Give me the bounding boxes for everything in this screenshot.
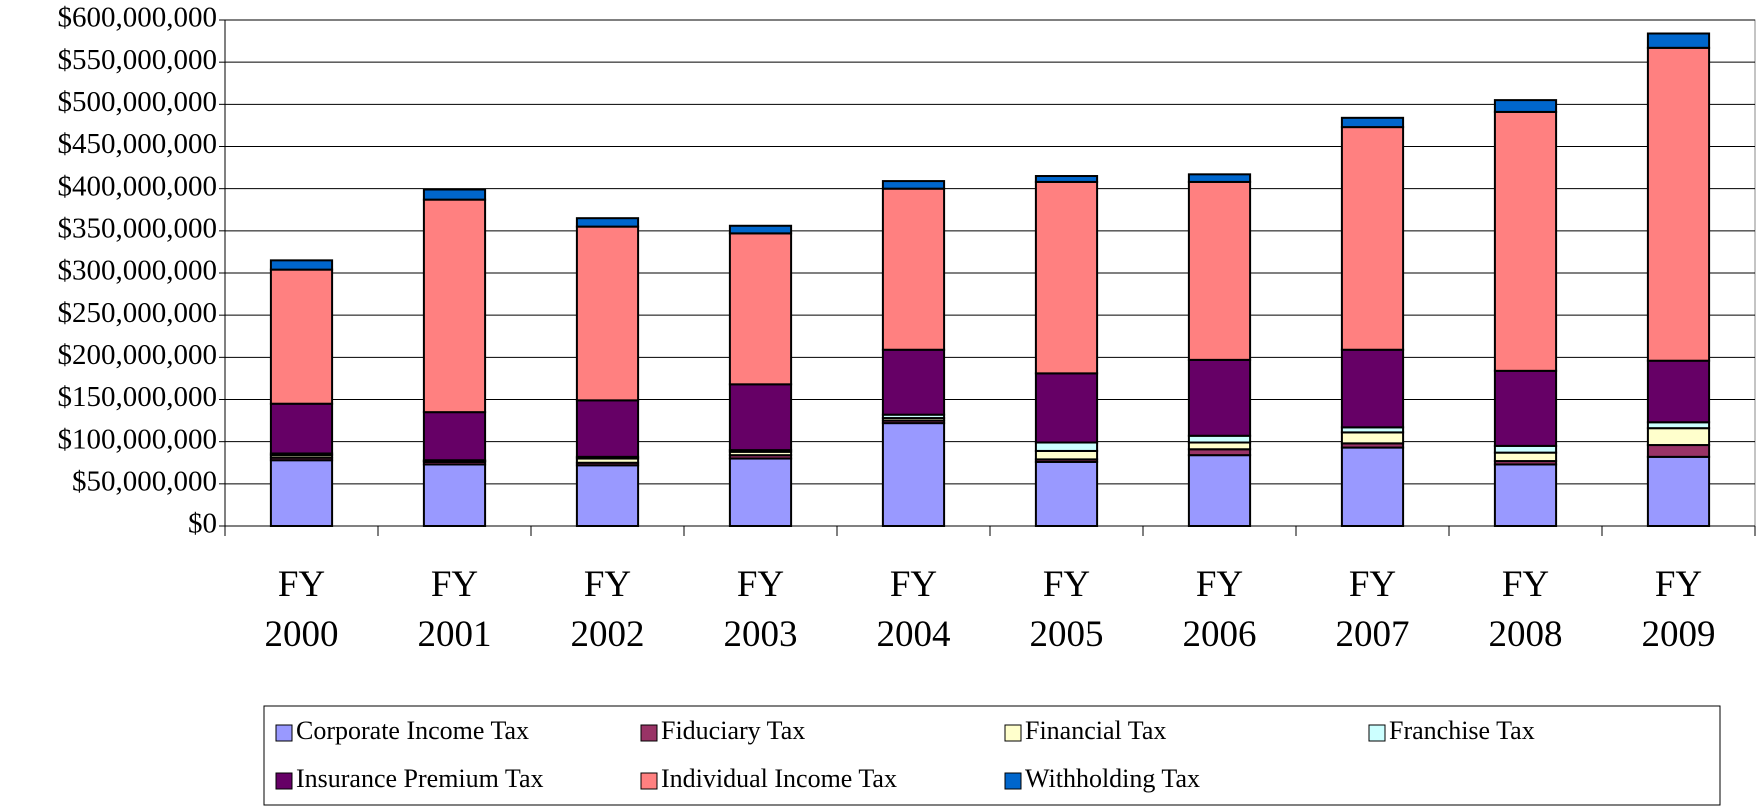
y-tick-label: $300,000,000 bbox=[58, 255, 218, 287]
bar-segment bbox=[1646, 427, 1711, 447]
bar-segment bbox=[1646, 444, 1711, 458]
bar-segment bbox=[1187, 358, 1252, 437]
bar-segment bbox=[1493, 451, 1558, 463]
legend-swatch bbox=[1004, 772, 1022, 790]
y-tick-label: $0 bbox=[188, 508, 217, 540]
bar-segment bbox=[1187, 173, 1252, 183]
y-tick-label: $500,000,000 bbox=[58, 86, 218, 118]
y-tick-label: $450,000,000 bbox=[58, 128, 218, 160]
bar-segment bbox=[269, 459, 334, 527]
bar-segment bbox=[575, 399, 640, 458]
bar-segment bbox=[1493, 110, 1558, 372]
bar-segment bbox=[881, 422, 946, 528]
bar-segment bbox=[1034, 460, 1099, 528]
bar-segment bbox=[1187, 180, 1252, 361]
bar-segment bbox=[1187, 434, 1252, 444]
bar-segment bbox=[1646, 32, 1711, 49]
x-tick-label: FY 2000 bbox=[265, 564, 339, 655]
bar-segment bbox=[1187, 441, 1252, 451]
legend-label: Franchise Tax bbox=[1389, 716, 1535, 745]
bar-segment bbox=[575, 225, 640, 402]
legend-label: Individual Income Tax bbox=[661, 764, 897, 793]
bar-segment bbox=[575, 464, 640, 527]
bar-segment bbox=[1493, 369, 1558, 447]
bar-segment bbox=[1034, 180, 1099, 375]
bar-segment bbox=[1340, 431, 1405, 445]
y-tick-label: $100,000,000 bbox=[58, 423, 218, 455]
bar-segment bbox=[1034, 441, 1099, 452]
bar-segment bbox=[728, 224, 793, 235]
legend-label: Financial Tax bbox=[1025, 716, 1166, 745]
legend-swatch bbox=[275, 724, 293, 742]
legend-label: Corporate Income Tax bbox=[296, 716, 529, 745]
y-tick-label: $50,000,000 bbox=[72, 465, 217, 497]
bar-segment bbox=[422, 463, 487, 528]
bar-segment bbox=[728, 232, 793, 386]
bar-segment bbox=[1034, 449, 1099, 461]
bar-segment bbox=[575, 217, 640, 228]
legend-swatch bbox=[1368, 724, 1386, 742]
bar-segment bbox=[269, 259, 334, 271]
bar-segment bbox=[1340, 126, 1405, 351]
y-tick-label: $400,000,000 bbox=[58, 170, 218, 202]
bar-segment bbox=[1646, 455, 1711, 528]
x-tick-label: FY 2004 bbox=[877, 564, 951, 655]
bar-segment bbox=[728, 383, 793, 452]
bar-segment bbox=[1493, 463, 1558, 528]
bar-segment bbox=[269, 268, 334, 405]
y-tick-label: $350,000,000 bbox=[58, 212, 218, 244]
x-tick-label: FY 2009 bbox=[1642, 564, 1716, 655]
legend-swatch bbox=[640, 772, 658, 790]
legend-label: Insurance Premium Tax bbox=[296, 764, 544, 793]
y-tick-label: $150,000,000 bbox=[58, 381, 218, 413]
legend-swatch bbox=[1004, 724, 1022, 742]
bar-segment bbox=[269, 402, 334, 455]
bar-segment bbox=[422, 188, 487, 201]
bar-segment bbox=[1340, 116, 1405, 129]
bar-segment bbox=[1493, 99, 1558, 113]
bar-segment bbox=[881, 187, 946, 351]
bar-segment bbox=[1340, 348, 1405, 429]
legend-box bbox=[263, 705, 1721, 806]
bar-segment bbox=[881, 180, 946, 190]
y-tick-label: $550,000,000 bbox=[58, 44, 218, 76]
legend-swatch bbox=[640, 724, 658, 742]
bar-segment bbox=[422, 198, 487, 414]
x-tick-label: FY 2001 bbox=[418, 564, 492, 655]
x-tick-label: FY 2007 bbox=[1336, 564, 1410, 655]
bar-segment bbox=[1493, 444, 1558, 454]
x-tick-label: FY 2006 bbox=[1183, 564, 1257, 655]
bar-segment bbox=[1034, 175, 1099, 183]
bar-segment bbox=[1646, 359, 1711, 424]
legend-label: Fiduciary Tax bbox=[661, 716, 805, 745]
x-tick-label: FY 2008 bbox=[1489, 564, 1563, 655]
bar-segment bbox=[728, 457, 793, 527]
bar-segment bbox=[1187, 454, 1252, 527]
y-tick-label: $250,000,000 bbox=[58, 297, 218, 329]
bar-segment bbox=[422, 411, 487, 462]
x-tick-label: FY 2003 bbox=[724, 564, 798, 655]
legend-swatch bbox=[275, 772, 293, 790]
bar-segment bbox=[1646, 46, 1711, 362]
bar-segment bbox=[1034, 372, 1099, 444]
y-tick-label: $200,000,000 bbox=[58, 339, 218, 371]
x-tick-label: FY 2005 bbox=[1030, 564, 1104, 655]
y-tick-label: $600,000,000 bbox=[58, 2, 218, 34]
bar-segment bbox=[1340, 446, 1405, 528]
bar-segment bbox=[881, 348, 946, 416]
x-tick-label: FY 2002 bbox=[571, 564, 645, 655]
legend-label: Withholding Tax bbox=[1025, 764, 1200, 793]
